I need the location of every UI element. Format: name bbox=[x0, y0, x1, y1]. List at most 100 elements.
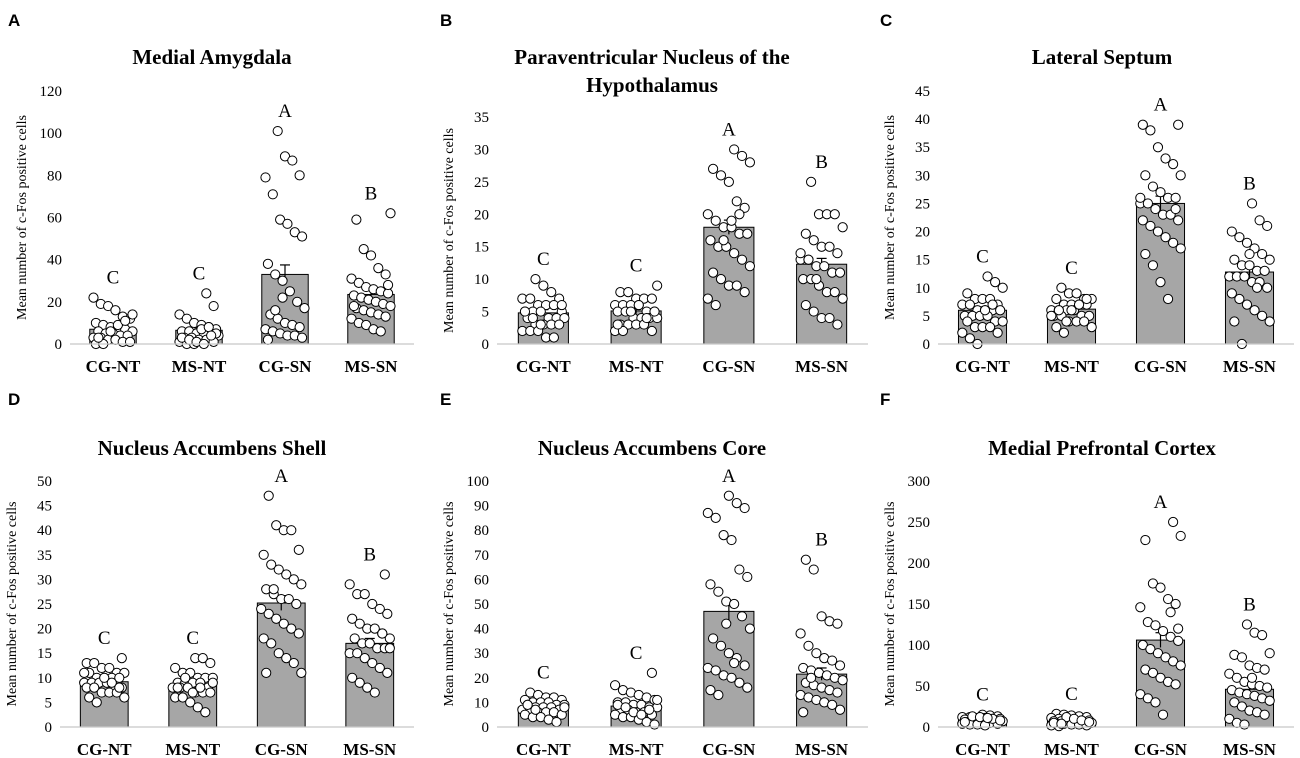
y-tick-label: 80 bbox=[474, 523, 489, 539]
y-tick-label: 100 bbox=[40, 126, 63, 142]
y-tick-label: 10 bbox=[915, 281, 930, 297]
data-point bbox=[519, 306, 531, 317]
data-point bbox=[258, 633, 269, 644]
data-point bbox=[1246, 672, 1258, 683]
data-point bbox=[344, 579, 355, 590]
data-point bbox=[1137, 215, 1148, 226]
data-point bbox=[723, 490, 734, 501]
x-category-label: MS-SN bbox=[1223, 357, 1277, 376]
data-point bbox=[1071, 288, 1082, 299]
data-point bbox=[1226, 226, 1237, 237]
data-point bbox=[1073, 299, 1085, 310]
data-point bbox=[359, 589, 370, 600]
data-point bbox=[962, 288, 973, 299]
y-tick-label: 5 bbox=[923, 309, 931, 325]
data-point bbox=[1056, 718, 1067, 729]
data-point bbox=[808, 564, 819, 575]
significance-letter: C bbox=[976, 685, 989, 706]
y-tick-label: 35 bbox=[37, 548, 52, 564]
chart-title: Medial Prefrontal Cortex bbox=[988, 436, 1216, 460]
data-point bbox=[806, 672, 817, 683]
chart-title: Medial Amygdala bbox=[132, 45, 292, 69]
data-point bbox=[1152, 142, 1164, 153]
data-point bbox=[201, 288, 212, 299]
x-category-label: CG-SN bbox=[1134, 740, 1188, 758]
data-point bbox=[1257, 248, 1268, 260]
data-point bbox=[385, 300, 396, 312]
data-point bbox=[281, 569, 292, 580]
data-point bbox=[997, 282, 1008, 293]
data-point bbox=[1244, 248, 1255, 260]
data-point bbox=[124, 336, 136, 347]
significance-letter: B bbox=[363, 544, 376, 565]
data-point bbox=[808, 235, 819, 246]
data-point bbox=[997, 316, 1008, 327]
data-point bbox=[726, 672, 737, 683]
y-tick-label: 30 bbox=[915, 168, 930, 184]
data-point bbox=[106, 677, 117, 688]
data-point bbox=[177, 692, 188, 703]
data-point bbox=[180, 672, 191, 683]
data-point bbox=[1173, 119, 1184, 130]
data-point bbox=[832, 319, 843, 330]
data-point bbox=[351, 214, 362, 225]
data-point bbox=[990, 277, 1001, 288]
data-point bbox=[114, 672, 125, 683]
x-category-label: CG-SN bbox=[255, 740, 309, 758]
data-point bbox=[358, 244, 369, 255]
data-point bbox=[271, 613, 282, 624]
significance-letter: C bbox=[630, 643, 643, 664]
data-point bbox=[559, 702, 570, 713]
y-tick-label: 90 bbox=[474, 499, 489, 515]
y-tick-label: 45 bbox=[915, 84, 930, 100]
x-category-label: CG-SN bbox=[1134, 357, 1188, 376]
data-point bbox=[278, 618, 289, 629]
data-point bbox=[641, 312, 652, 324]
data-point bbox=[382, 288, 394, 299]
data-point bbox=[260, 172, 271, 183]
x-category-label: MS-NT bbox=[609, 357, 664, 376]
data-point bbox=[652, 280, 663, 291]
data-point bbox=[192, 702, 203, 713]
data-point bbox=[633, 299, 644, 311]
data-point bbox=[800, 228, 811, 239]
data-point bbox=[1170, 679, 1181, 690]
panel-letter: E bbox=[440, 390, 451, 409]
data-point bbox=[995, 715, 1006, 726]
significance-letter: C bbox=[193, 263, 206, 284]
panel-letter: D bbox=[8, 390, 20, 409]
y-axis-label: Mean number of c-Fos positive cells bbox=[442, 128, 457, 333]
data-point bbox=[373, 263, 384, 274]
x-category-label: MS-NT bbox=[1044, 740, 1099, 758]
x-category-label: CG-NT bbox=[516, 740, 571, 758]
data-point bbox=[110, 305, 121, 316]
data-point bbox=[365, 250, 377, 261]
data-point bbox=[739, 202, 750, 213]
data-point bbox=[380, 269, 391, 280]
x-category-label: MS-SN bbox=[1223, 740, 1277, 758]
data-point bbox=[962, 316, 973, 327]
data-point bbox=[375, 326, 386, 337]
data-point bbox=[1262, 220, 1273, 232]
data-point bbox=[1251, 282, 1263, 293]
data-point bbox=[384, 633, 395, 644]
data-point bbox=[1236, 652, 1248, 663]
data-point bbox=[1246, 198, 1258, 209]
y-tick-label: 0 bbox=[45, 720, 53, 736]
data-point bbox=[84, 692, 95, 703]
data-point bbox=[1168, 158, 1179, 170]
data-point bbox=[713, 689, 724, 701]
data-point bbox=[205, 687, 216, 698]
data-point bbox=[377, 628, 388, 639]
panel-letter: B bbox=[440, 11, 452, 30]
data-point bbox=[1239, 271, 1250, 282]
data-point bbox=[617, 325, 629, 337]
data-point bbox=[649, 306, 660, 317]
data-point bbox=[266, 559, 277, 570]
data-point bbox=[114, 682, 125, 693]
data-point bbox=[1226, 288, 1237, 299]
chart-title: Lateral Septum bbox=[1032, 45, 1173, 69]
data-point bbox=[288, 657, 299, 669]
y-axis-label: Mean number of c-Fos positive cells bbox=[883, 502, 898, 707]
data-point bbox=[1229, 254, 1240, 265]
